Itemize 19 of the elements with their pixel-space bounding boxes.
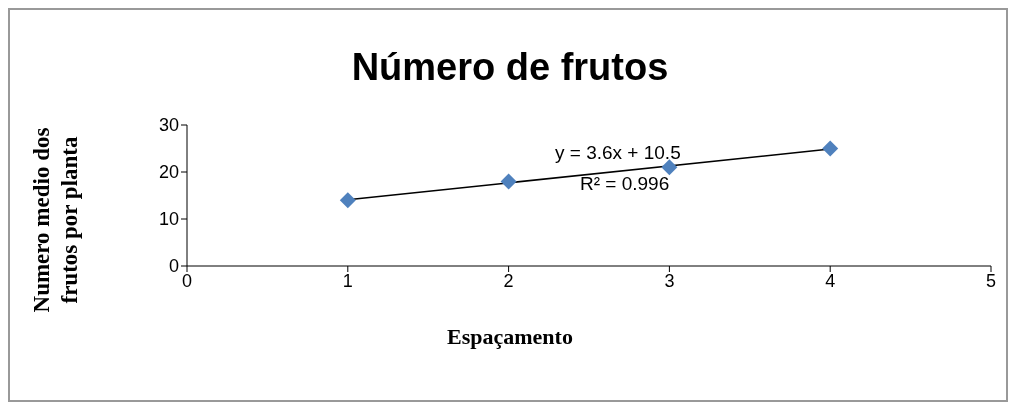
point	[500, 173, 517, 190]
y-tick-label: 30	[158, 115, 179, 136]
y-axis-title: Numero medio dos frutos por planta	[28, 126, 83, 315]
chart-title: Número de frutos	[350, 46, 670, 89]
x-tick-label: 4	[825, 270, 836, 291]
y-tick-label: 20	[158, 162, 179, 183]
x-tick-label: 0	[181, 270, 193, 291]
x-tick-label: 5	[985, 270, 997, 291]
point	[661, 159, 678, 176]
y-tick-label: 10	[158, 209, 179, 230]
x-tick-label: 3	[664, 270, 675, 291]
x-axis-title: Espaçamento	[446, 324, 574, 350]
point	[822, 140, 839, 157]
x-tick-label: 2	[503, 270, 514, 291]
annotation: y = 3.6x + 10.5	[555, 142, 681, 164]
y-tick-label: 0	[168, 256, 179, 277]
x-tick-label: 1	[342, 270, 353, 291]
annotation: R² = 0.996	[580, 173, 670, 195]
point	[339, 192, 356, 209]
